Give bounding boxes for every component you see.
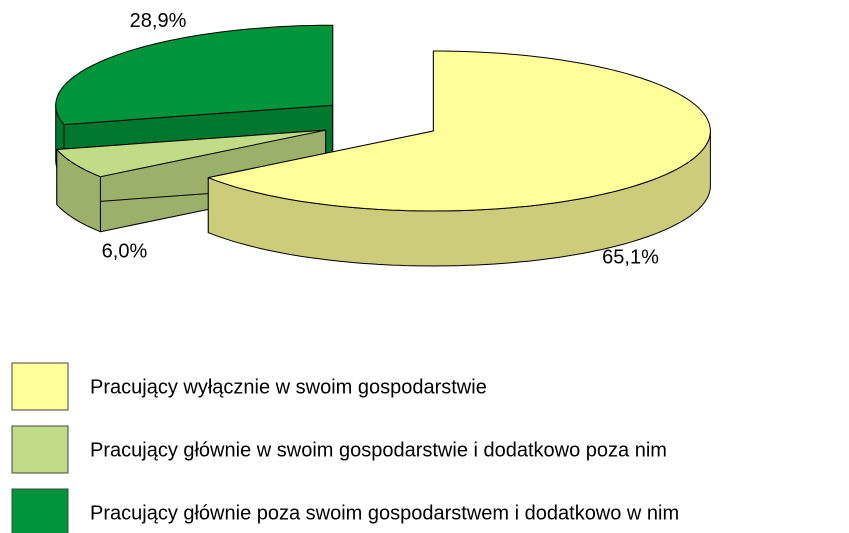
data-label: 65,1% bbox=[602, 246, 659, 268]
legend-label: Pracujący głównie poza swoim gospodarstw… bbox=[90, 502, 679, 524]
slice bbox=[55, 24, 334, 126]
legend-label: Pracujący wyłącznie w swoim gospodarstwi… bbox=[90, 376, 487, 398]
data-label: 6,0% bbox=[102, 240, 148, 262]
legend-swatch bbox=[11, 488, 69, 533]
slice bbox=[207, 50, 711, 212]
legend-swatch bbox=[11, 362, 69, 411]
legend-swatch bbox=[11, 425, 69, 474]
data-label: 28,9% bbox=[130, 10, 187, 32]
slice bbox=[56, 129, 327, 178]
legend-label: Pracujący głównie w swoim gospodarstwie … bbox=[90, 439, 667, 461]
